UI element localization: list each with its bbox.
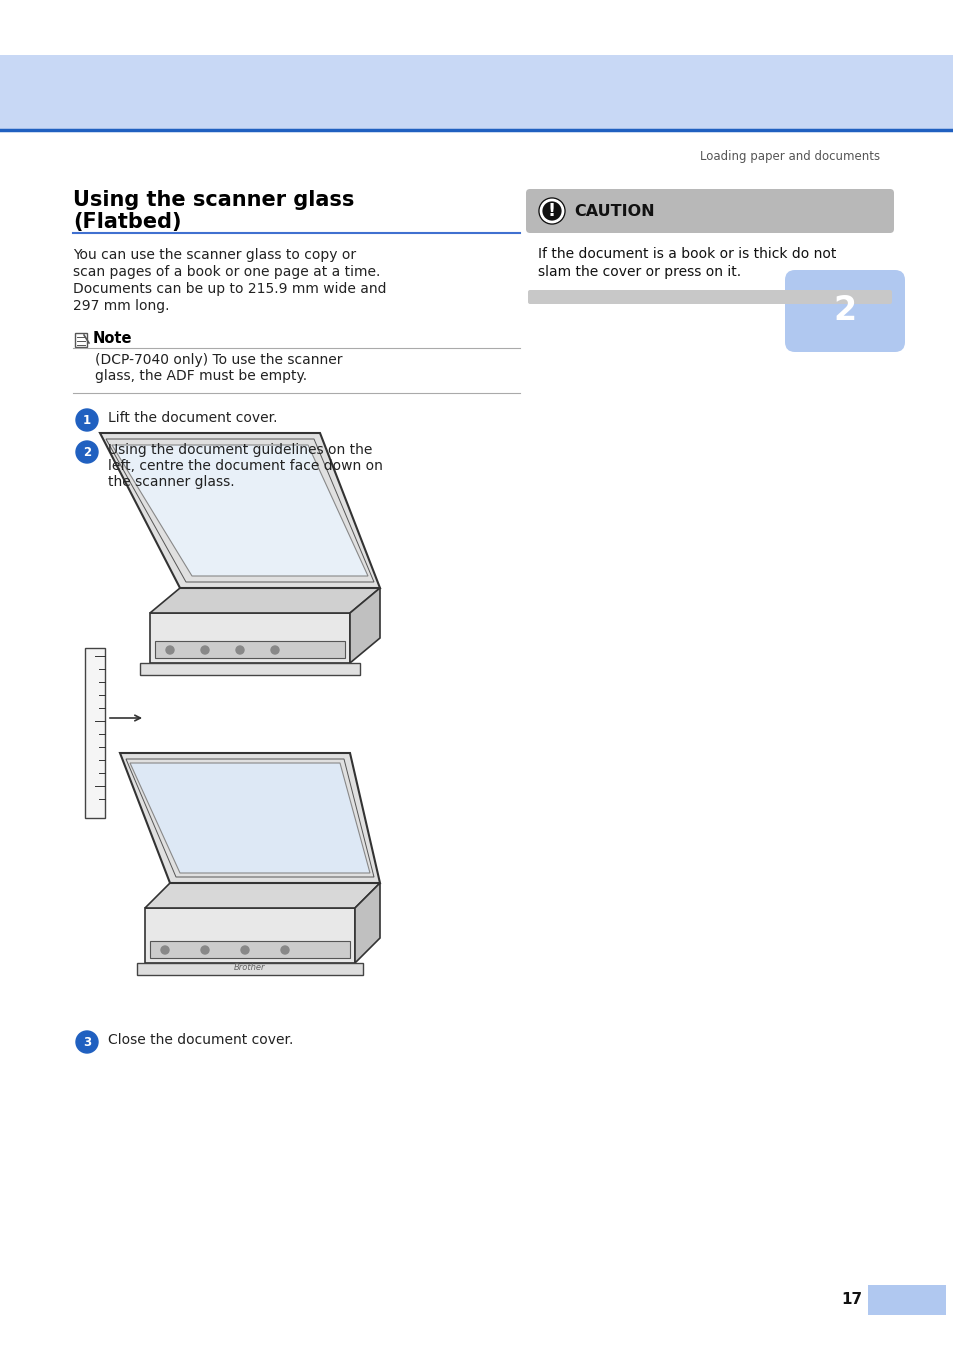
Text: slam the cover or press on it.: slam the cover or press on it. [537,265,740,279]
FancyBboxPatch shape [525,189,893,234]
Text: 17: 17 [840,1292,862,1308]
Text: 2: 2 [83,446,91,459]
Text: Brother: Brother [234,964,266,972]
FancyBboxPatch shape [784,270,904,352]
FancyBboxPatch shape [867,1285,945,1315]
Text: Loading paper and documents: Loading paper and documents [700,150,879,163]
Circle shape [201,647,209,653]
Text: scan pages of a book or one page at a time.: scan pages of a book or one page at a ti… [73,265,380,279]
Text: Using the scanner glass: Using the scanner glass [73,190,354,211]
Circle shape [271,647,278,653]
Polygon shape [145,883,379,909]
Polygon shape [120,753,379,883]
Text: Documents can be up to 215.9 mm wide and: Documents can be up to 215.9 mm wide and [73,282,386,296]
Text: Note: Note [92,331,132,346]
Text: If the document is a book or is thick do not: If the document is a book or is thick do… [537,247,836,261]
Text: 297 mm long.: 297 mm long. [73,298,170,313]
Polygon shape [140,663,359,675]
Circle shape [540,200,562,221]
Polygon shape [100,433,379,589]
Circle shape [76,409,98,431]
Text: CAUTION: CAUTION [574,204,654,219]
Text: 1: 1 [83,413,91,427]
Circle shape [281,946,289,954]
Text: Close the document cover.: Close the document cover. [108,1033,294,1048]
Circle shape [166,647,173,653]
Polygon shape [112,446,368,576]
Polygon shape [355,883,379,963]
Text: glass, the ADF must be empty.: glass, the ADF must be empty. [95,369,307,383]
Circle shape [76,441,98,463]
Polygon shape [130,763,370,873]
Circle shape [201,946,209,954]
Bar [85,648,105,818]
Text: (Flatbed): (Flatbed) [73,212,181,232]
Polygon shape [350,589,379,663]
Circle shape [241,946,249,954]
Polygon shape [137,963,363,975]
Polygon shape [150,613,350,663]
Text: 2: 2 [833,294,856,328]
Text: Using the document guidelines on the: Using the document guidelines on the [108,443,372,458]
Circle shape [76,1031,98,1053]
Polygon shape [145,909,355,963]
Polygon shape [150,941,350,958]
Text: !: ! [547,202,556,220]
Polygon shape [154,641,345,657]
Circle shape [235,647,244,653]
Circle shape [161,946,169,954]
Text: left, centre the document face down on: left, centre the document face down on [108,459,382,472]
Text: the scanner glass.: the scanner glass. [108,475,234,489]
Text: You can use the scanner glass to copy or: You can use the scanner glass to copy or [73,248,355,262]
Text: 3: 3 [83,1035,91,1049]
FancyBboxPatch shape [75,333,87,347]
FancyBboxPatch shape [527,290,891,304]
Circle shape [538,198,564,224]
Bar [0,55,953,130]
Text: (DCP-7040 only) To use the scanner: (DCP-7040 only) To use the scanner [95,352,342,367]
Polygon shape [150,589,379,613]
Text: Lift the document cover.: Lift the document cover. [108,410,277,425]
